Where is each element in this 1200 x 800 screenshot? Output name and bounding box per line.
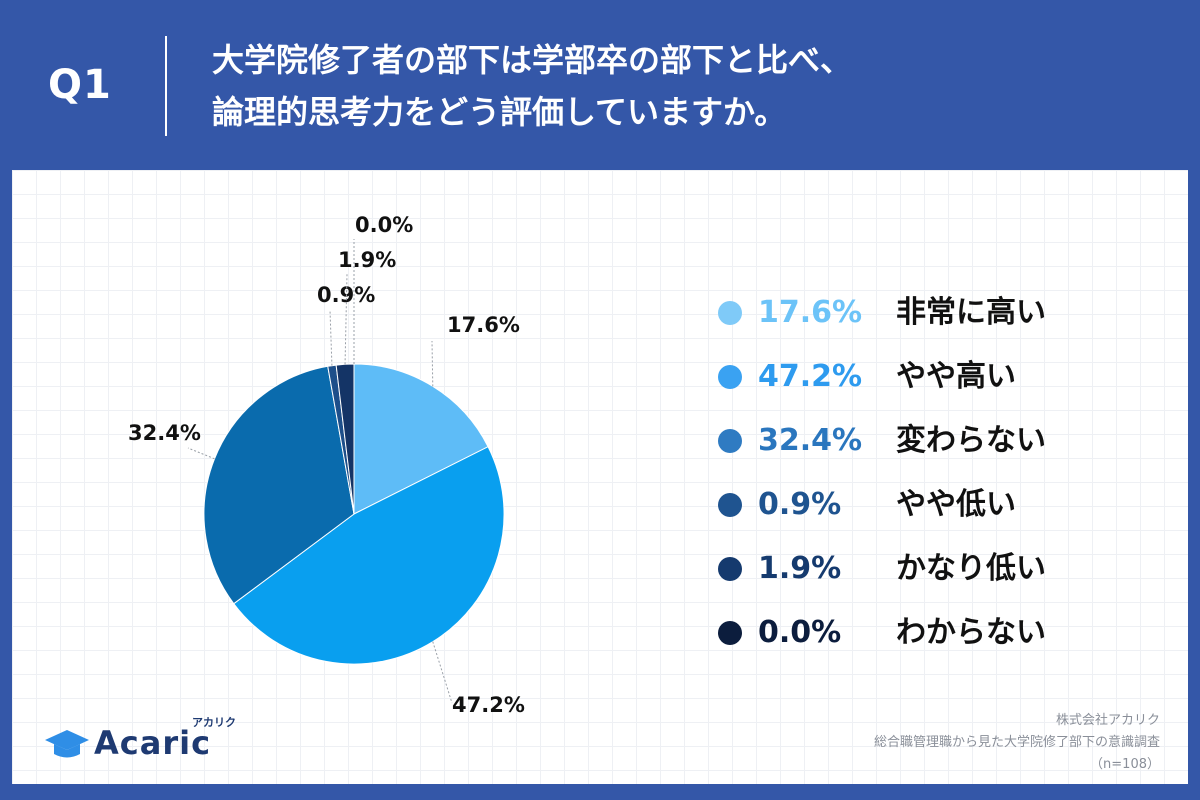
pie-chart: 17.6%47.2%32.4%0.9%1.9%0.0% bbox=[128, 213, 525, 717]
header-divider bbox=[165, 36, 167, 136]
question-number: Q1 bbox=[48, 62, 112, 108]
slice-data-label: 1.9% bbox=[338, 248, 396, 272]
legend-value: 32.4% bbox=[758, 423, 863, 458]
legend-swatch bbox=[718, 301, 742, 325]
source-sample-size: （n=108） bbox=[1090, 757, 1160, 772]
acaric-logo: Acaric アカリク bbox=[44, 716, 244, 768]
leader-line bbox=[432, 641, 453, 704]
graduation-cap-icon bbox=[45, 730, 89, 758]
slice-data-label: 17.6% bbox=[447, 313, 520, 337]
legend-item: 0.0% わからない bbox=[718, 612, 1078, 676]
chart-legend: 17.6% 非常に高い 47.2% やや高い 32.4% 変わらない 0.9% やや低い 1.9… bbox=[718, 292, 1078, 676]
legend-value: 0.9% bbox=[758, 487, 842, 522]
leader-line bbox=[187, 447, 215, 460]
slice-data-label: 0.0% bbox=[355, 213, 413, 237]
question-text-line-2: 論理的思考力をどう評価していますか。 bbox=[212, 93, 787, 131]
pie-slice bbox=[203, 365, 355, 605]
legend-label: やや低い bbox=[896, 487, 1016, 522]
legend-value: 17.6% bbox=[758, 295, 863, 330]
logo-wordmark: Acaric bbox=[94, 724, 212, 762]
legend-label: かなり低い bbox=[896, 551, 1046, 586]
legend-item: 47.2% やや高い bbox=[718, 356, 1078, 420]
question-text-line-1: 大学院修了者の部下は学部卒の部下と比べ、 bbox=[212, 41, 853, 79]
slice-data-label: 32.4% bbox=[128, 421, 201, 445]
legend-swatch bbox=[718, 621, 742, 645]
slice-data-label: 47.2% bbox=[452, 693, 525, 717]
logo-kana: アカリク bbox=[192, 716, 236, 729]
source-note: 株式会社アカリク 総合職管理職から見た大学院修了部下の意識調査 （n=108） bbox=[874, 710, 1160, 776]
legend-label: 非常に高い bbox=[896, 295, 1046, 330]
legend-item: 1.9% かなり低い bbox=[718, 548, 1078, 612]
leader-line bbox=[431, 340, 434, 387]
chart-card: 17.6% 47.2% 32.4% 0.9% 1.9% 0.0% 17.6% 非常に高い 47… bbox=[12, 170, 1188, 784]
question-header: Q1 大学院修了者の部下は学部卒の部下と比べ、 論理的思考力をどう評価しています… bbox=[0, 0, 1200, 170]
legend-value: 47.2% bbox=[758, 359, 863, 394]
legend-item: 0.9% やや低い bbox=[718, 484, 1078, 548]
legend-swatch bbox=[718, 429, 742, 453]
leader-line bbox=[329, 309, 333, 366]
legend-value: 1.9% bbox=[758, 551, 842, 586]
leader-line bbox=[344, 273, 348, 365]
legend-swatch bbox=[718, 365, 742, 389]
legend-swatch bbox=[718, 493, 742, 517]
pie-slice bbox=[353, 363, 489, 515]
legend-label: 変わらない bbox=[896, 423, 1046, 458]
legend-item: 17.6% 非常に高い bbox=[718, 292, 1078, 356]
legend-label: やや高い bbox=[896, 359, 1016, 394]
source-company: 株式会社アカリク bbox=[1055, 713, 1160, 728]
legend-item: 32.4% 変わらない bbox=[718, 420, 1078, 484]
legend-swatch bbox=[718, 557, 742, 581]
legend-label: わからない bbox=[896, 615, 1046, 650]
legend-value: 0.0% bbox=[758, 615, 842, 650]
source-survey: 総合職管理職から見た大学院修了部下の意識調査 bbox=[873, 735, 1160, 750]
